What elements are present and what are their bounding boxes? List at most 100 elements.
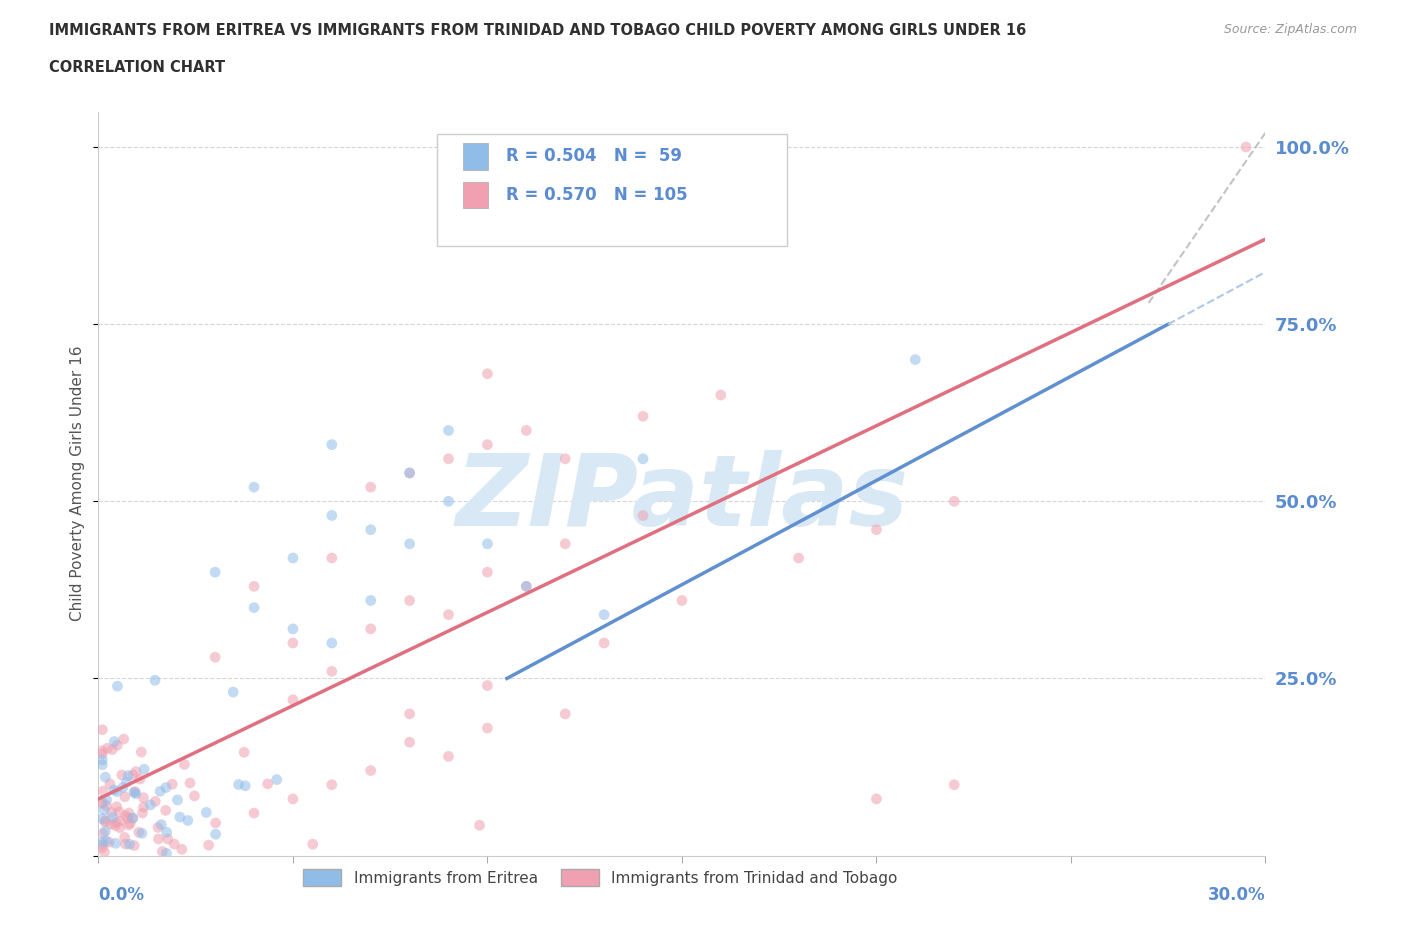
Point bbox=[360, 621, 382, 636]
FancyBboxPatch shape bbox=[437, 134, 787, 246]
Point bbox=[108, 814, 131, 829]
Point bbox=[94, 815, 117, 830]
Point bbox=[111, 780, 134, 795]
Point bbox=[398, 537, 420, 551]
Text: 30.0%: 30.0% bbox=[1208, 886, 1265, 904]
Point bbox=[865, 523, 887, 538]
Point bbox=[477, 437, 499, 452]
Point bbox=[108, 820, 131, 835]
Point bbox=[125, 764, 148, 779]
Point bbox=[91, 826, 114, 841]
Point bbox=[321, 551, 343, 565]
Point bbox=[139, 798, 162, 813]
Point bbox=[177, 813, 200, 828]
Text: 0.0%: 0.0% bbox=[98, 886, 145, 904]
Point bbox=[281, 621, 304, 636]
Point bbox=[163, 837, 186, 852]
Point bbox=[122, 767, 145, 782]
Point bbox=[281, 791, 304, 806]
Point bbox=[131, 745, 153, 760]
Point bbox=[437, 423, 460, 438]
Point bbox=[593, 607, 616, 622]
Point bbox=[143, 672, 166, 687]
Point bbox=[101, 742, 124, 757]
Point bbox=[398, 735, 420, 750]
Point bbox=[129, 772, 152, 787]
Point bbox=[398, 707, 420, 722]
Point bbox=[228, 777, 250, 792]
Point bbox=[91, 796, 114, 811]
Point bbox=[321, 635, 343, 650]
Point bbox=[114, 808, 136, 823]
Point bbox=[98, 777, 121, 791]
Point bbox=[114, 790, 136, 804]
Point bbox=[143, 794, 166, 809]
Point bbox=[121, 811, 143, 826]
Point bbox=[360, 593, 382, 608]
Point bbox=[865, 791, 887, 806]
Point bbox=[100, 805, 122, 820]
Point bbox=[122, 785, 145, 800]
Point bbox=[233, 745, 256, 760]
Point bbox=[243, 600, 266, 615]
Point bbox=[105, 784, 128, 799]
Point bbox=[169, 810, 191, 825]
Point bbox=[131, 805, 153, 820]
Point bbox=[124, 784, 146, 799]
Point bbox=[398, 593, 420, 608]
Point bbox=[94, 770, 117, 785]
Point bbox=[146, 820, 169, 835]
Legend: Immigrants from Eritrea, Immigrants from Trinidad and Tobago: Immigrants from Eritrea, Immigrants from… bbox=[297, 863, 904, 893]
Point bbox=[91, 834, 114, 849]
Point bbox=[91, 743, 114, 758]
Point bbox=[105, 815, 128, 830]
Point bbox=[96, 741, 118, 756]
FancyBboxPatch shape bbox=[463, 143, 488, 169]
Point bbox=[114, 837, 136, 852]
Point bbox=[554, 537, 576, 551]
Point bbox=[554, 707, 576, 722]
Point bbox=[132, 790, 155, 805]
Point bbox=[398, 466, 420, 481]
Point bbox=[204, 816, 226, 830]
Point bbox=[256, 777, 278, 791]
Y-axis label: Child Poverty Among Girls Under 16: Child Poverty Among Girls Under 16 bbox=[70, 346, 86, 621]
FancyBboxPatch shape bbox=[463, 181, 488, 208]
Point bbox=[134, 762, 156, 777]
Point bbox=[117, 810, 139, 825]
Point bbox=[120, 816, 142, 830]
Point bbox=[360, 523, 382, 538]
Point bbox=[94, 824, 117, 839]
Point bbox=[155, 803, 177, 817]
Point bbox=[631, 409, 654, 424]
Point bbox=[117, 817, 139, 832]
Point bbox=[204, 565, 226, 579]
Point bbox=[1234, 140, 1257, 154]
Point bbox=[321, 508, 343, 523]
Text: CORRELATION CHART: CORRELATION CHART bbox=[49, 60, 225, 75]
Text: R = 0.504   N =  59: R = 0.504 N = 59 bbox=[506, 147, 682, 166]
Point bbox=[179, 776, 201, 790]
Point bbox=[112, 732, 135, 747]
Point bbox=[321, 777, 343, 792]
Point bbox=[91, 795, 114, 810]
Point bbox=[204, 827, 226, 842]
Point bbox=[128, 825, 150, 840]
Point bbox=[91, 837, 114, 852]
Point bbox=[104, 818, 127, 833]
Point bbox=[111, 767, 134, 782]
Point bbox=[321, 664, 343, 679]
Point bbox=[105, 799, 128, 814]
Point bbox=[266, 772, 288, 787]
Point bbox=[943, 777, 966, 792]
Point bbox=[156, 831, 179, 846]
Point bbox=[204, 650, 226, 665]
Point bbox=[477, 537, 499, 551]
Point bbox=[515, 578, 537, 593]
Point bbox=[96, 792, 118, 807]
Point bbox=[166, 792, 188, 807]
Point bbox=[222, 684, 245, 699]
Point bbox=[160, 777, 183, 791]
Point bbox=[104, 836, 127, 851]
Point bbox=[121, 811, 143, 826]
